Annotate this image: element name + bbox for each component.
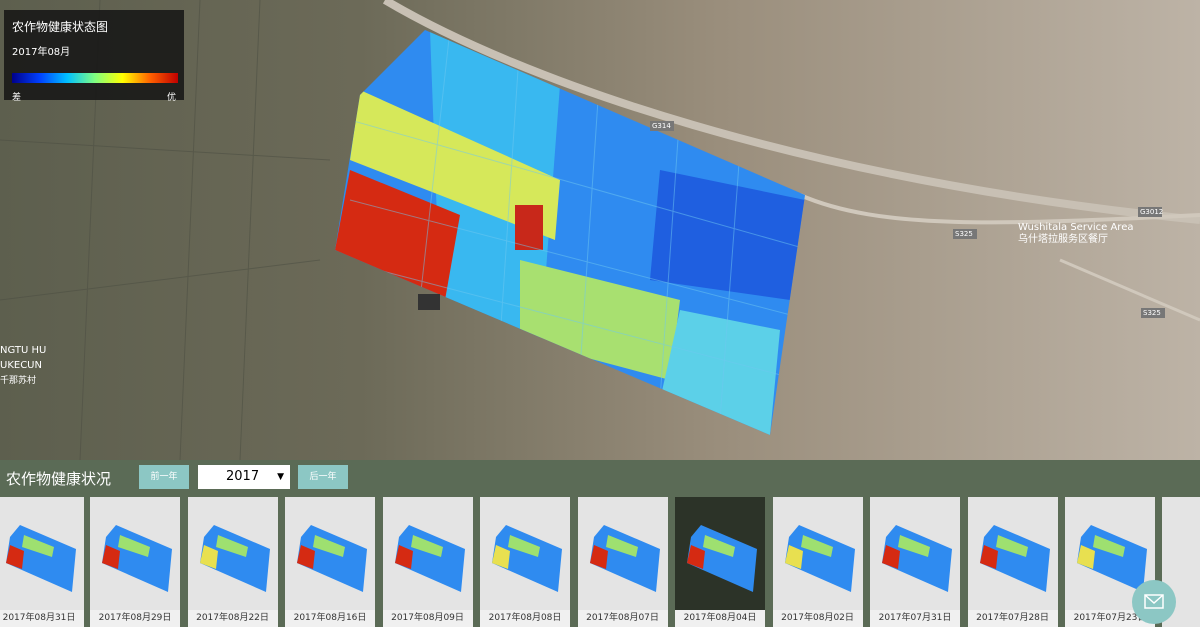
- map-label: Wushitala Service Area: [1018, 222, 1133, 233]
- thumbnail-image: [784, 525, 855, 592]
- thumbnail[interactable]: 2017年08月22日: [187, 497, 278, 627]
- year-select[interactable]: 2017 ▼: [198, 465, 290, 489]
- map-label: 千那苏村: [0, 374, 36, 386]
- map-label: G314: [652, 122, 671, 130]
- message-button[interactable]: [1132, 580, 1176, 624]
- thumbnail-image: [6, 525, 76, 592]
- road-shield: [1141, 308, 1165, 318]
- map-label: NGTU HU: [0, 345, 46, 356]
- thumbnail-date: 2017年08月04日: [675, 610, 765, 627]
- legend-gradient: [12, 73, 178, 83]
- panel-title: 农作物健康状况: [6, 470, 112, 488]
- next-year-button[interactable]: 后一年: [298, 465, 348, 489]
- map-label: G3012: [1140, 208, 1163, 216]
- thumbnail-image: [979, 525, 1050, 592]
- thumbnail-image: [394, 525, 465, 592]
- thumbnail[interactable]: 2017年08月07日: [577, 497, 668, 627]
- road-shield: [953, 229, 977, 239]
- timeline-panel: 农作物健康状况 前一年 2017 ▼ 后一年 2017年08月31日 2017年08…: [0, 460, 1200, 627]
- road-shield: [1138, 207, 1162, 217]
- legend-period: 2017年08月: [12, 47, 71, 58]
- thumbnail[interactable]: 2017年08月04日: [675, 497, 765, 627]
- thumbnail[interactable]: 2017年08月09日: [382, 497, 473, 627]
- thumbnail[interactable]: 2017年08月02日: [772, 497, 863, 627]
- prev-year-button[interactable]: 前一年: [139, 465, 189, 489]
- thumbnail-date: 2017年08月22日: [187, 610, 278, 627]
- map-label: UKECUN: [0, 360, 42, 371]
- thumbnail-date: 2017年08月02日: [772, 610, 863, 627]
- thumbnail[interactable]: 2017年08月29日: [90, 497, 180, 627]
- map-label: S325: [955, 230, 973, 238]
- thumbnail[interactable]: 2017年07月28日: [967, 497, 1058, 627]
- thumbnail-image: [1077, 525, 1147, 592]
- map-label: 乌什塔拉服务区餐厅: [1018, 232, 1108, 245]
- legend-title: 农作物健康状态图: [12, 20, 109, 34]
- thumbnail-date: 2017年07月31日: [870, 610, 960, 627]
- thumbnail-image: [297, 525, 367, 592]
- dropdown-arrow: ▼: [277, 472, 284, 482]
- year-value: 2017: [226, 469, 260, 484]
- thumbnail-date: 2017年08月31日: [0, 610, 84, 627]
- map-label: S325: [1143, 309, 1161, 317]
- thumbnail[interactable]: 2017年08月08日: [480, 497, 570, 627]
- thumbnail-date: 2017年08月08日: [480, 610, 570, 627]
- thumbnail-image: [882, 525, 952, 592]
- thumbnail-image: [492, 525, 562, 592]
- thumbnail-date: 2017年07月23日: [1065, 610, 1155, 627]
- thumbnail-image: [102, 525, 172, 592]
- thumbnail-image: [199, 525, 270, 592]
- road-shield: [650, 121, 674, 131]
- thumbnail[interactable]: 2017年07月31日: [870, 497, 960, 627]
- thumbnail-date: 2017年08月29日: [90, 610, 180, 627]
- thumbnail[interactable]: 2017年08月31日: [0, 497, 84, 627]
- thumbnail-image: [687, 525, 757, 592]
- thumbnail-date: 2017年08月16日: [285, 610, 375, 627]
- legend-low: 差: [12, 93, 22, 103]
- thumbnail-date: 2017年08月07日: [577, 610, 668, 627]
- legend-high: 优: [166, 93, 176, 103]
- thumbnail-date: 2017年08月09日: [382, 610, 473, 627]
- mail-icon: [1144, 594, 1164, 609]
- thumbnail[interactable]: 2017年08月16日: [285, 497, 375, 627]
- thumbnail-date: 2017年07月28日: [967, 610, 1058, 627]
- thumbnail-image: [589, 525, 660, 592]
- legend: 农作物健康状态图 2017年08月 差 优: [4, 10, 184, 103]
